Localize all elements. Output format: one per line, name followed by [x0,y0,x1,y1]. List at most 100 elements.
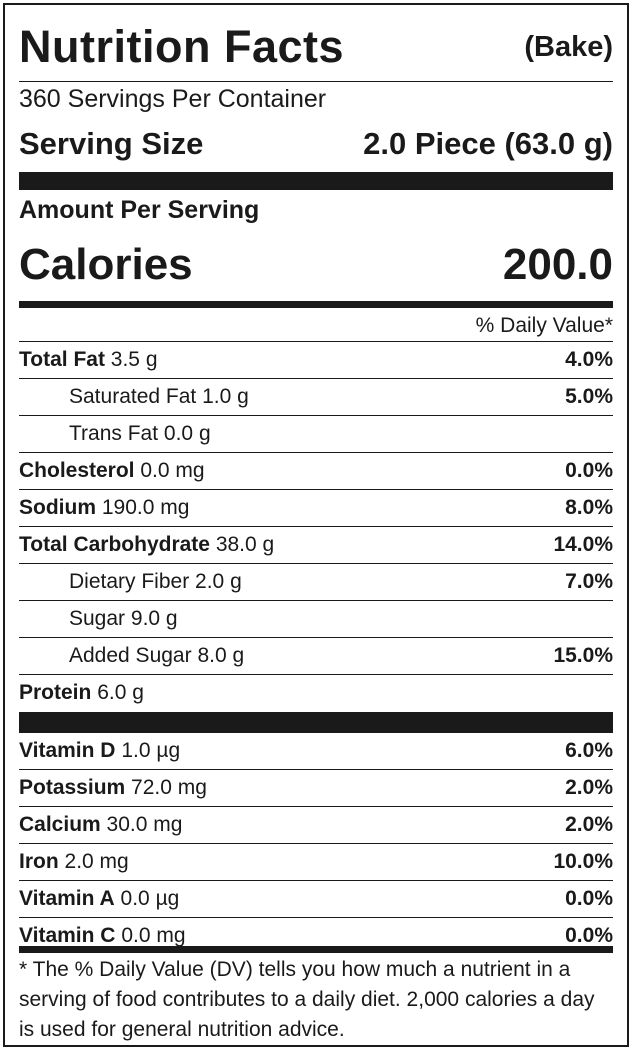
calories-row: Calories 200.0 [19,233,613,297]
nutrient-label: Vitamin D [19,739,116,762]
nutrient-row-vitamin-c: Vitamin C 0.0 mg 0.0% [19,917,613,954]
nutrient-name: Cholesterol 0.0 mg [19,453,205,489]
nutrient-row-potassium: Potassium 72.0 mg 2.0% [19,769,613,806]
nutrient-row-dietary-fiber: Dietary Fiber 2.0 g 7.0% [19,563,613,600]
nutrient-name: Vitamin A 0.0 µg [19,881,179,917]
nutrient-daily-value: 15.0% [553,644,613,667]
amount-per-serving: Amount Per Serving [19,196,260,224]
nutrient-row-trans-fat: Trans Fat 0.0 g [19,415,613,452]
nutrient-name: Sugar 9.0 g [69,601,178,637]
nutrient-label: Saturated Fat [69,385,197,408]
nutrient-amount: 2.0 mg [64,850,129,873]
nutrient-amount: 1.0 µg [121,739,181,762]
nutrient-amount: 0.0 g [163,422,211,445]
nutrient-name: Trans Fat 0.0 g [69,416,211,452]
nutrient-row-added-sugar: Added Sugar 8.0 g 15.0% [19,637,613,674]
nutrient-daily-value: 14.0% [553,533,613,556]
nutrient-name: Protein 6.0 g [19,675,144,711]
nutrient-name: Added Sugar 8.0 g [69,638,244,674]
nutrient-label: Iron [19,850,59,873]
nutrient-daily-value: 0.0% [565,924,613,947]
nutrient-row-iron: Iron 2.0 mg 10.0% [19,843,613,880]
nutrient-label: Trans Fat [69,422,159,445]
nutrient-row-protein: Protein 6.0 g [19,674,613,711]
nutrient-rows: Total Fat 3.5 g 4.0% Saturated Fat 1.0 g 5.… [19,341,613,711]
nutrient-amount: 6.0 g [97,681,144,704]
divider-thick [19,172,613,190]
divider-medium [19,301,613,308]
nutrient-label: Dietary Fiber [69,570,190,593]
nutrient-daily-value: 0.0% [565,887,613,910]
nutrient-daily-value: 0.0% [565,459,613,482]
vitamin-rows: Vitamin D 1.0 µg 6.0% Potassium 72.0 mg 2.0… [19,732,613,954]
nutrient-row-sugar: Sugar 9.0 g [19,600,613,637]
nutrient-row-vitamin-d: Vitamin D 1.0 µg 6.0% [19,732,613,769]
nutrient-row-saturated-fat: Saturated Fat 1.0 g 5.0% [19,378,613,415]
nutrient-daily-value: 2.0% [565,813,613,836]
nutrient-amount: 1.0 g [202,385,249,408]
nutrient-daily-value: 6.0% [565,739,613,762]
nutrient-name: Total Fat 3.5 g [19,342,158,378]
nutrient-label: Total Carbohydrate [19,533,210,556]
nutrient-amount: 0.0 mg [140,459,205,482]
nutrient-name: Dietary Fiber 2.0 g [69,564,242,600]
divider-thin [19,81,613,82]
title-row: Nutrition Facts (Bake) [19,13,613,81]
label-title: Nutrition Facts [19,21,345,72]
nutrient-label: Calcium [19,813,101,836]
nutrient-name: Saturated Fat 1.0 g [69,379,249,415]
nutrient-name: Potassium 72.0 mg [19,770,207,806]
servings-per-container: 360 Servings Per Container [19,85,327,113]
nutrition-facts-label: Nutrition Facts (Bake) 360 Servings Per … [3,3,629,1047]
label-inner: Nutrition Facts (Bake) 360 Servings Per … [19,5,613,1045]
nutrient-label: Vitamin C [19,924,116,947]
nutrient-label: Potassium [19,776,126,799]
nutrient-amount: 3.5 g [110,348,158,371]
nutrient-label: Sugar [69,607,126,630]
divider-thick-vitamins [19,712,613,732]
nutrient-row-sodium: Sodium 190.0 mg 8.0% [19,489,613,526]
nutrient-amount: 30.0 mg [106,813,183,836]
nutrient-label: Protein [19,681,92,704]
nutrient-name: Vitamin C 0.0 mg [19,918,186,954]
nutrient-daily-value: 4.0% [565,348,613,371]
nutrient-amount: 190.0 mg [101,496,190,519]
nutrient-label: Added Sugar [69,644,192,667]
nutrient-amount: 0.0 µg [120,887,180,910]
nutrient-row-total-carbohydrate: Total Carbohydrate 38.0 g 14.0% [19,526,613,563]
nutrient-daily-value: 5.0% [565,385,613,408]
nutrient-amount: 9.0 g [130,607,178,630]
nutrient-daily-value: 2.0% [565,776,613,799]
preparation-variant: (Bake) [524,31,613,63]
nutrient-row-vitamin-a: Vitamin A 0.0 µg 0.0% [19,880,613,917]
nutrient-row-cholesterol: Cholesterol 0.0 mg 0.0% [19,452,613,489]
nutrient-amount: 38.0 g [215,533,275,556]
nutrient-name: Calcium 30.0 mg [19,807,182,843]
serving-size-row: Serving Size 2.0 Piece (63.0 g) [19,123,613,165]
nutrient-daily-value: 8.0% [565,496,613,519]
daily-value-header: % Daily Value* [475,314,613,337]
nutrient-label: Sodium [19,496,96,519]
footnote: * The % Daily Value (DV) tells you how m… [19,958,595,1041]
nutrient-label: Vitamin A [19,887,115,910]
nutrient-amount: 2.0 g [195,570,242,593]
nutrient-name: Total Carbohydrate 38.0 g [19,527,274,563]
nutrient-label: Cholesterol [19,459,135,482]
nutrient-name: Iron 2.0 mg [19,844,129,880]
nutrient-amount: 8.0 g [197,644,245,667]
calories-label: Calories [19,240,193,289]
nutrient-row-calcium: Calcium 30.0 mg 2.0% [19,806,613,843]
nutrient-daily-value: 10.0% [553,850,613,873]
nutrient-table: Total Fat 3.5 g 4.0% Saturated Fat 1.0 g 5.… [19,341,613,954]
serving-size-value: 2.0 Piece (63.0 g) [363,126,613,161]
nutrient-name: Vitamin D 1.0 µg [19,733,180,769]
nutrient-amount: 72.0 mg [131,776,207,799]
nutrient-name: Sodium 190.0 mg [19,490,189,526]
divider-footnote [19,946,613,953]
nutrient-label: Total Fat [19,348,105,371]
nutrient-amount: 0.0 mg [121,924,186,947]
calories-value: 200.0 [502,240,613,289]
nutrient-daily-value: 7.0% [565,570,613,593]
nutrient-row-total-fat: Total Fat 3.5 g 4.0% [19,341,613,378]
serving-size-label: Serving Size [19,126,204,161]
